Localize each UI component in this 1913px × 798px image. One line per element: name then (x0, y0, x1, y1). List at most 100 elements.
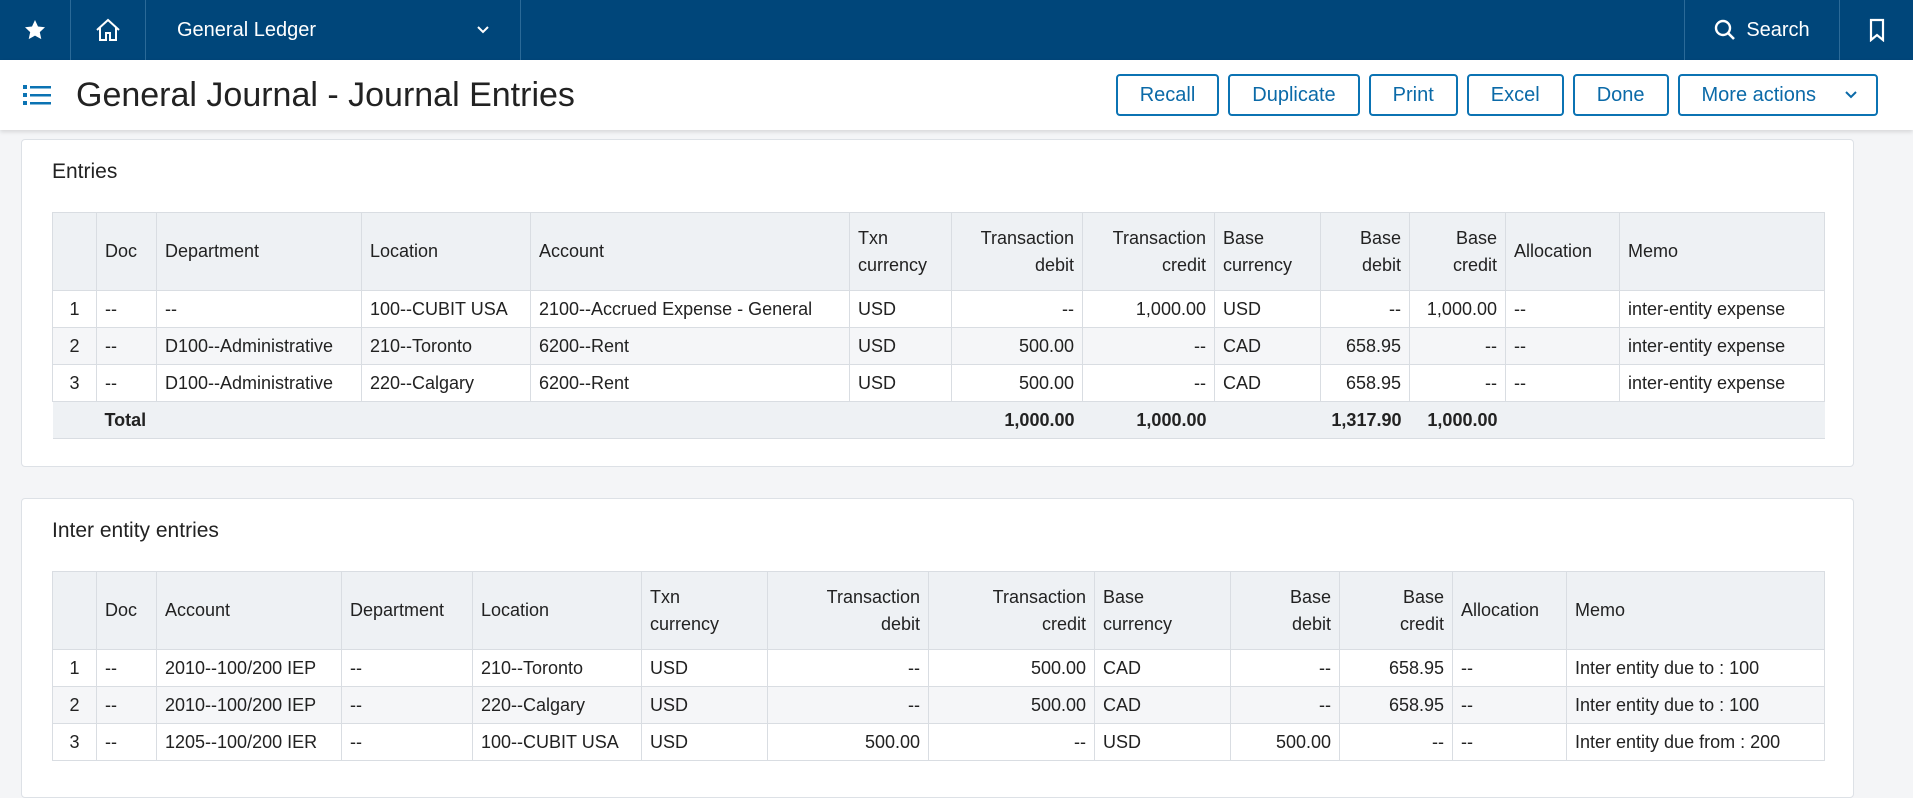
cell: -- (1230, 686, 1340, 724)
column-header: Transaction debit (767, 571, 929, 650)
total-cell (1619, 401, 1825, 439)
cell: -- (96, 686, 157, 724)
column-header: Location (472, 571, 642, 650)
action-button[interactable]: Recall (1115, 74, 1220, 116)
row-number: 1 (52, 290, 97, 328)
header-text: Base credit (1452, 227, 1497, 275)
cell: -- (96, 290, 157, 328)
header-text: Memo (1628, 241, 1679, 261)
row-number: 3 (52, 723, 97, 761)
header-text: Location (370, 241, 439, 261)
cell: Inter entity due to : 100 (1566, 686, 1825, 724)
header-text: Base currency (1223, 227, 1293, 275)
header-text: Base currency (1103, 586, 1173, 634)
home-button[interactable] (71, 0, 146, 60)
row-number-header (52, 212, 97, 291)
header-text: Department (165, 241, 260, 261)
cell: D100--Administrative (156, 327, 362, 365)
cell: 500.00 (928, 649, 1095, 687)
header-text: Doc (105, 600, 138, 620)
action-button[interactable]: Excel (1466, 74, 1564, 116)
cell: inter-entity expense (1619, 290, 1825, 328)
cell: -- (951, 290, 1083, 328)
cell: -- (928, 723, 1095, 761)
list-icon[interactable] (23, 84, 51, 106)
action-button[interactable]: More actions (1677, 74, 1878, 116)
cell: USD (1214, 290, 1321, 328)
module-selector[interactable]: General Ledger (146, 0, 521, 60)
cell: USD (641, 686, 768, 724)
header-text: Memo (1575, 600, 1626, 620)
cell: 1,000.00 (1409, 290, 1506, 328)
row-number: 3 (52, 364, 97, 402)
cell: 210--Toronto (361, 327, 531, 365)
table-row: 1 -- -- 100--CUBIT USA 2100--Accrued Expense… (52, 290, 1825, 328)
header-text: Transaction credit (992, 586, 1086, 634)
cell: 658.95 (1320, 327, 1410, 365)
cell: USD (641, 723, 768, 761)
row-number: 2 (52, 327, 97, 365)
header-text: Allocation (1461, 600, 1540, 620)
cell: inter-entity expense (1619, 364, 1825, 402)
row-number-header (52, 571, 97, 650)
header-text: Transaction credit (1112, 227, 1206, 275)
header-text: Txn currency (858, 227, 928, 275)
header-text: Transaction debit (980, 227, 1074, 275)
cell: 220--Calgary (361, 364, 531, 402)
cell: 2010--100/200 IEP (156, 686, 342, 724)
favorites-button[interactable] (0, 0, 71, 60)
action-buttons: Recall Duplicate Print Excel Done More action… (1115, 74, 1878, 116)
top-nav: General Ledger Search (0, 0, 1913, 60)
action-button[interactable]: Print (1368, 74, 1458, 116)
bookmark-button[interactable] (1840, 0, 1913, 60)
cell: CAD (1214, 364, 1321, 402)
column-header: Doc (96, 212, 157, 291)
row-number: 2 (52, 686, 97, 724)
cell: -- (1339, 723, 1453, 761)
search-button[interactable]: Search (1684, 0, 1840, 60)
cell: USD (849, 364, 952, 402)
cell: -- (767, 649, 929, 687)
header-text: Location (481, 600, 550, 620)
header-text: Transaction debit (826, 586, 920, 634)
cell: Inter entity due from : 200 (1566, 723, 1825, 761)
total-cell (52, 401, 97, 439)
search-label: Search (1746, 18, 1810, 41)
total-cell: 1,000.00 (1082, 401, 1215, 439)
total-cell (156, 401, 362, 439)
cell: USD (849, 327, 952, 365)
data-table: Doc Department Location Account Txn currency… (52, 212, 1825, 439)
cell: -- (1505, 364, 1620, 402)
cell: -- (1505, 290, 1620, 328)
row-number: 1 (52, 649, 97, 687)
cell: -- (1082, 364, 1215, 402)
cell: -- (1452, 649, 1567, 687)
total-cell (1214, 401, 1321, 439)
cell: -- (156, 290, 362, 328)
cell: -- (1409, 364, 1506, 402)
section-title: Entries (52, 160, 118, 183)
cell: -- (96, 649, 157, 687)
column-header: Base debit (1230, 571, 1340, 650)
cell: -- (96, 327, 157, 365)
table-row: 2 -- 2010--100/200 IEP -- 220--Calgary USD -- 5… (52, 686, 1825, 724)
column-header: Transaction credit (1082, 212, 1215, 291)
cell: 100--CUBIT USA (361, 290, 531, 328)
column-header: Base credit (1409, 212, 1506, 291)
cell: 100--CUBIT USA (472, 723, 642, 761)
header-text: Account (539, 241, 605, 261)
cell: 500.00 (767, 723, 929, 761)
action-button[interactable]: Duplicate (1228, 74, 1360, 116)
cell: -- (96, 723, 157, 761)
cell: -- (1452, 723, 1567, 761)
cell: 658.95 (1339, 649, 1453, 687)
header-text: Doc (105, 241, 138, 261)
cell: 1,000.00 (1082, 290, 1215, 328)
column-header: Location (361, 212, 531, 291)
table-row: 3 -- 1205--100/200 IER -- 100--CUBIT USA USD 5… (52, 723, 1825, 761)
action-button[interactable]: Done (1572, 74, 1669, 116)
page-title: General Journal - Journal Entries (76, 76, 575, 114)
cell: -- (96, 364, 157, 402)
header-text: Txn currency (650, 586, 720, 634)
